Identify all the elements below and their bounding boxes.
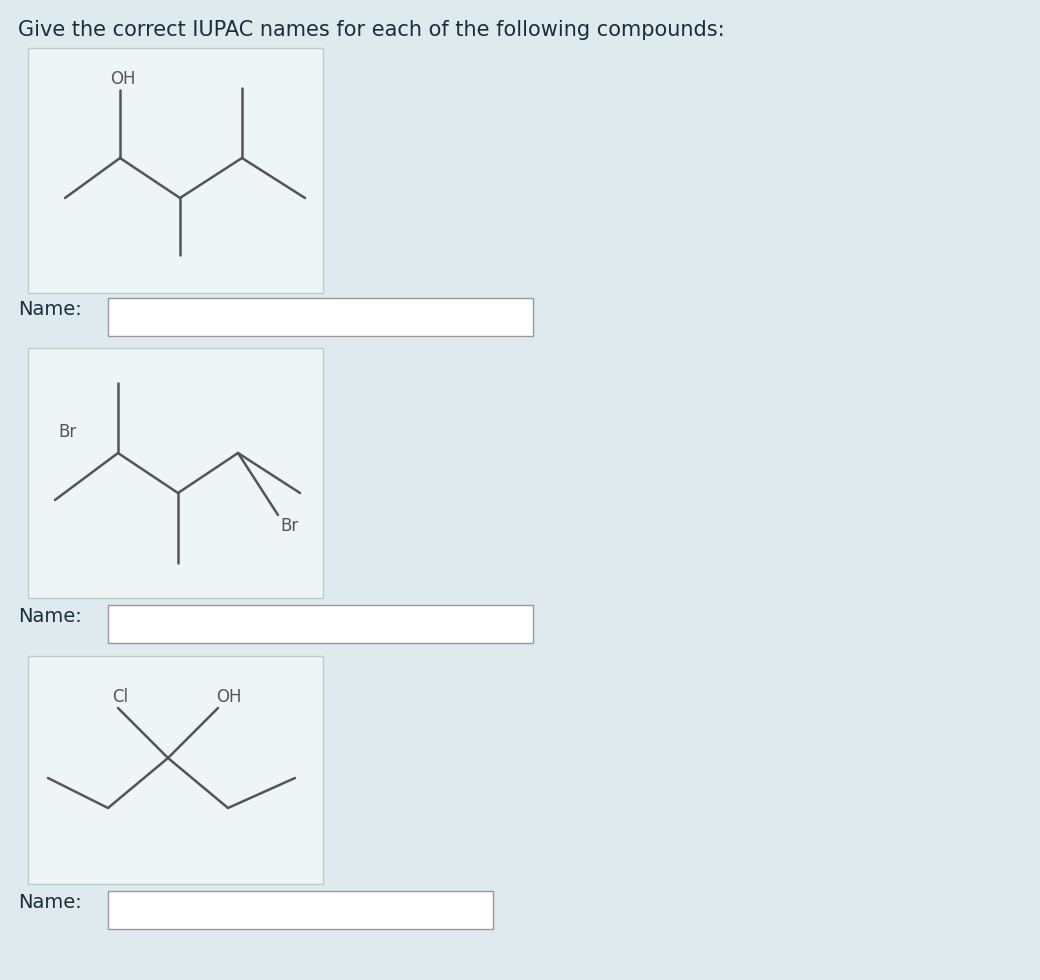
Bar (28, 348, 323, 598)
Bar (28, 656, 323, 884)
Text: Br: Br (58, 423, 76, 441)
Bar (108, 891, 493, 929)
Text: Br: Br (280, 517, 298, 535)
Text: OH: OH (216, 688, 241, 706)
Text: Give the correct IUPAC names for each of the following compounds:: Give the correct IUPAC names for each of… (18, 20, 725, 40)
Bar (28, 48, 323, 293)
Bar (108, 298, 534, 336)
Text: Cl: Cl (112, 688, 128, 706)
Text: OH: OH (110, 70, 135, 88)
Text: Name:: Name: (18, 893, 82, 912)
Bar (108, 605, 534, 643)
Text: Name:: Name: (18, 607, 82, 626)
Text: Name:: Name: (18, 300, 82, 319)
